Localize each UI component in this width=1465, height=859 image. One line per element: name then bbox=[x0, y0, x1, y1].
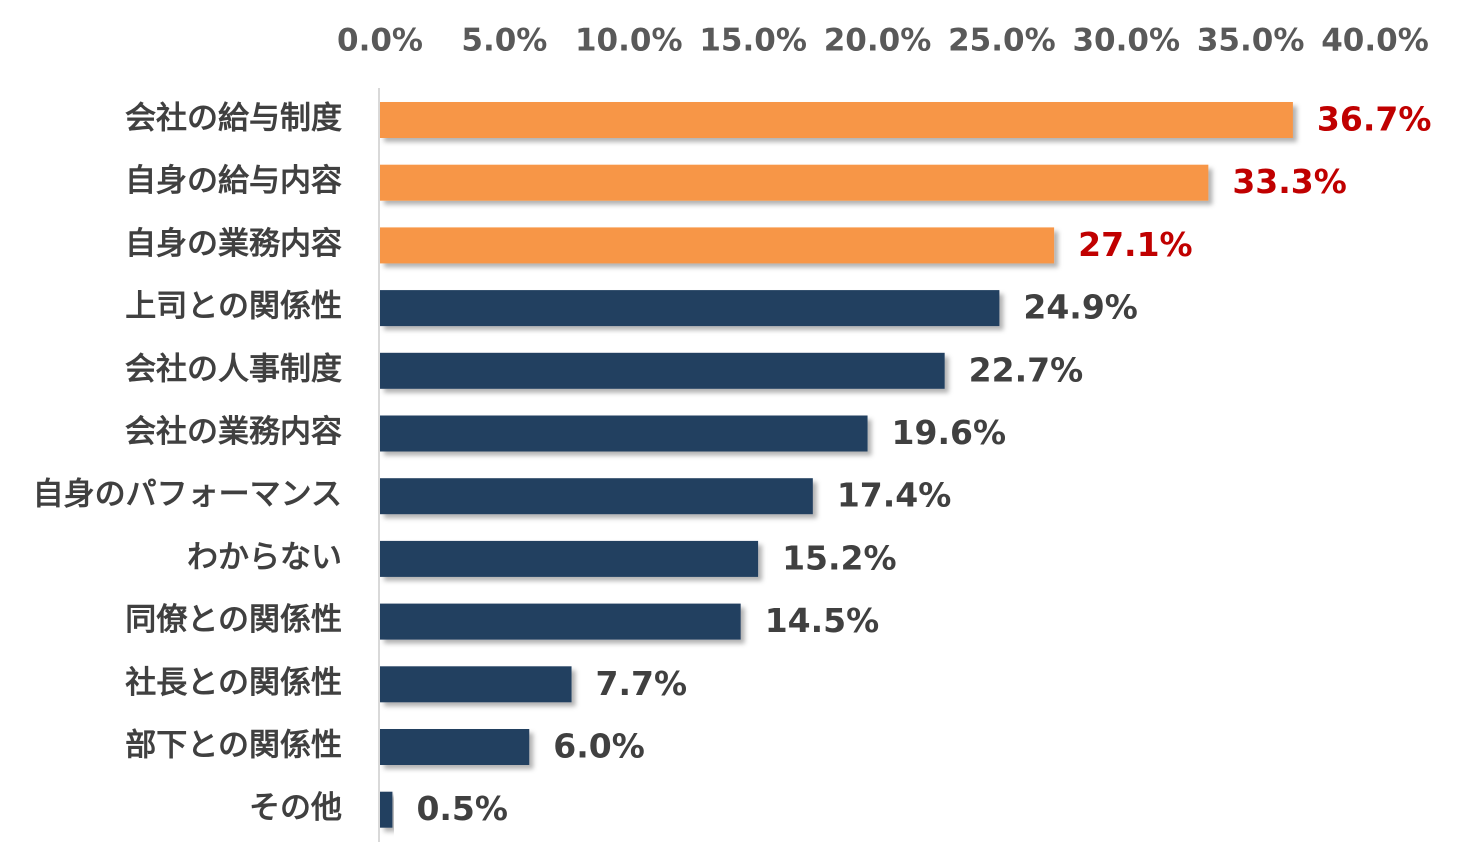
bars bbox=[380, 102, 1293, 828]
data-label: 0.5% bbox=[416, 789, 508, 828]
x-tick-label: 15.0% bbox=[699, 23, 807, 59]
data-label: 22.7% bbox=[969, 350, 1084, 389]
category-label: 上司との関係性 bbox=[125, 289, 342, 325]
bar bbox=[380, 290, 1000, 327]
data-label: 6.0% bbox=[553, 727, 645, 766]
x-tick-label: 40.0% bbox=[1321, 23, 1429, 59]
x-tick-label: 10.0% bbox=[575, 23, 683, 59]
x-tick-label: 5.0% bbox=[461, 23, 547, 59]
value-axis-ticks: 0.0% 5.0% 10.0% 15.0% 20.0% 25.0% 30.0% 35.0% 40… bbox=[337, 23, 1429, 59]
bar bbox=[380, 791, 393, 828]
category-label: 会社の業務内容 bbox=[125, 414, 342, 450]
data-label: 33.3% bbox=[1232, 162, 1347, 201]
bar bbox=[380, 102, 1293, 138]
data-label: 17.4% bbox=[837, 476, 952, 515]
data-labels: 36.7% 33.3% 27.1% 24.9% 22.7% 19.6% 17.4% 15.2%… bbox=[416, 100, 1431, 829]
category-label: 社長との関係性 bbox=[125, 665, 342, 701]
bar bbox=[380, 227, 1055, 264]
data-label: 19.6% bbox=[892, 413, 1007, 452]
category-label: その他 bbox=[249, 790, 342, 826]
category-label: 会社の人事制度 bbox=[125, 351, 342, 387]
category-label: わからない bbox=[187, 539, 342, 575]
category-label: 自身の業務内容 bbox=[125, 226, 342, 262]
bar bbox=[380, 478, 813, 515]
bar bbox=[380, 415, 868, 452]
x-tick-label: 30.0% bbox=[1072, 23, 1180, 59]
x-tick-label: 0.0% bbox=[337, 23, 423, 59]
bar bbox=[380, 729, 530, 765]
data-label: 7.7% bbox=[596, 664, 688, 703]
category-label: 会社の給与制度 bbox=[125, 101, 342, 137]
category-label: 部下との関係性 bbox=[125, 728, 342, 764]
data-label: 27.1% bbox=[1078, 225, 1193, 264]
category-label: 同僚との関係性 bbox=[125, 602, 342, 638]
data-label: 15.2% bbox=[782, 538, 897, 577]
data-label: 36.7% bbox=[1317, 100, 1432, 139]
data-label: 24.9% bbox=[1023, 288, 1137, 327]
x-tick-label: 20.0% bbox=[824, 23, 932, 59]
bar bbox=[380, 164, 1209, 201]
bar bbox=[380, 666, 572, 703]
category-label: 自身のパフォーマンス bbox=[33, 477, 342, 513]
data-label: 14.5% bbox=[765, 601, 880, 640]
x-tick-label: 35.0% bbox=[1197, 23, 1305, 59]
bar bbox=[380, 352, 945, 389]
x-tick-label: 25.0% bbox=[948, 23, 1056, 59]
bar bbox=[380, 540, 759, 577]
bar bbox=[380, 603, 741, 640]
category-labels: 会社の給与制度自身の給与内容自身の業務内容上司との関係性会社の人事制度会社の業務… bbox=[33, 101, 342, 827]
category-label: 自身の給与内容 bbox=[125, 163, 342, 199]
